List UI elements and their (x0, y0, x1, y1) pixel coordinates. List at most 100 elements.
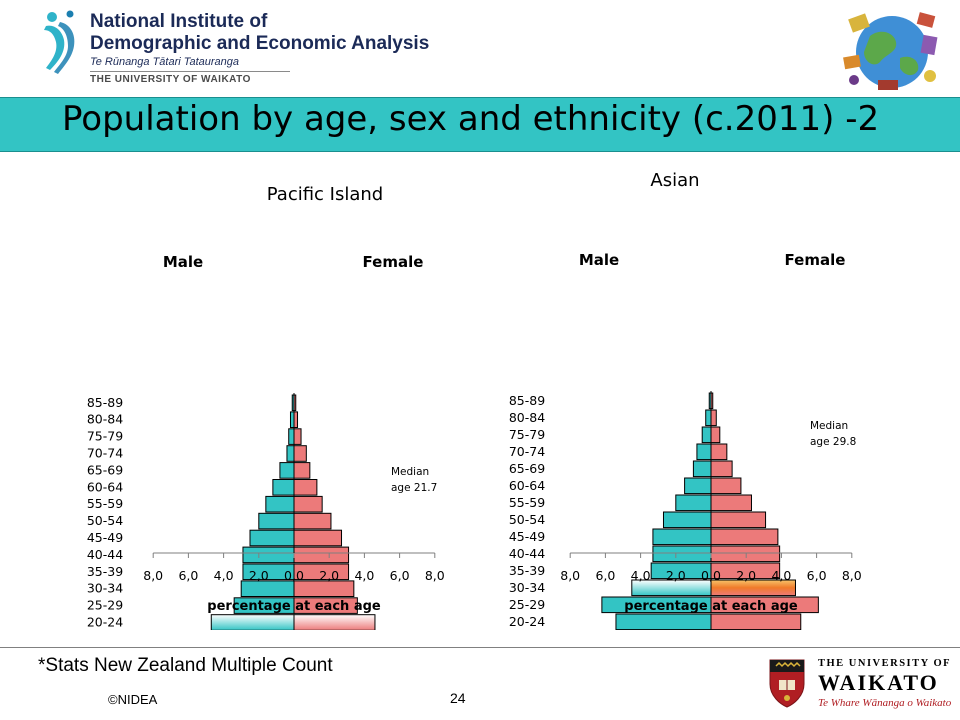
x-tick-label: 6,0 (390, 568, 410, 583)
female-bar-20-24 (710, 613, 802, 630)
male-bar-65-69 (692, 460, 712, 478)
age-label-85-89: 85-89 (87, 395, 123, 410)
age-label-35-39: 35-39 (509, 563, 545, 578)
chart-title: Asian (650, 170, 699, 191)
nidea-logo: National Institute of Demographic and Ec… (40, 8, 429, 86)
male-side-label: Male (163, 253, 203, 271)
x-tick-label: 8,0 (842, 568, 862, 583)
male-bar-40-44 (652, 545, 712, 563)
x-tick-label: 2,0 (736, 568, 756, 583)
median-annotation-line-1: Median (391, 466, 429, 478)
age-label-55-59: 55-59 (509, 495, 545, 510)
age-label-70-74: 70-74 (509, 444, 545, 459)
age-label-25-29: 25-29 (509, 597, 545, 612)
female-bar-55-59 (293, 495, 323, 513)
median-annotation-line-1: Median (810, 420, 848, 432)
median-annotation-line-2: age 21.7 (391, 482, 437, 494)
female-bar-80-84 (710, 409, 717, 427)
male-bar-20-24 (210, 614, 295, 630)
female-bar-75-79 (293, 428, 302, 445)
x-tick-label: 2,0 (319, 568, 339, 583)
male-bar-50-54 (258, 512, 295, 530)
female-bar-55-59 (710, 494, 752, 512)
footer-divider (0, 647, 960, 648)
x-tick-label: 0,0 (284, 568, 304, 583)
male-bar-75-79 (701, 426, 712, 444)
female-bar-65-69 (710, 460, 733, 478)
male-bar-60-64 (684, 477, 712, 495)
male-bar-70-74 (286, 445, 295, 462)
nidea-logo-maori-name: Te Rūnanga Tātari Tatauranga (90, 56, 240, 68)
female-bar-45-49 (293, 529, 343, 547)
female-bar-70-74 (710, 443, 728, 461)
title-band (0, 97, 960, 152)
page-title: Population by age, sex and ethnicity (c.… (62, 99, 880, 139)
x-tick-label: 6,0 (178, 568, 198, 583)
female-bar-50-54 (710, 511, 767, 529)
nidea-figure-icon (44, 10, 75, 74)
chart-title: Pacific Island (267, 184, 383, 205)
female-bar-60-64 (293, 479, 318, 496)
x-tick-label: 4,0 (214, 568, 234, 583)
female-bar-20-24 (293, 614, 376, 630)
pyramid-0: Pacific IslandMaleFemale0-45-910-1415-19… (87, 184, 445, 630)
age-label-60-64: 60-64 (509, 478, 545, 493)
nidea-logo-divider (90, 71, 290, 72)
x-tick-label: 4,0 (631, 568, 651, 583)
x-tick-label: 0,0 (701, 568, 721, 583)
age-label-75-79: 75-79 (87, 429, 123, 444)
female-bar-30-34 (710, 579, 796, 597)
x-tick-label: 2,0 (249, 568, 269, 583)
waikato-logo: THE UNIVERSITY OF WAIKATO Te Whare Wānan… (768, 656, 952, 712)
x-tick-label: 8,0 (425, 568, 445, 583)
male-side-label: Male (579, 251, 619, 269)
age-label-65-69: 65-69 (509, 461, 545, 476)
female-bar-60-64 (710, 477, 742, 495)
male-bar-65-69 (279, 462, 295, 479)
male-bar-55-59 (265, 495, 295, 513)
age-label-25-29: 25-29 (87, 598, 123, 613)
female-bar-80-84 (293, 411, 299, 428)
pyramid-1: AsianMaleFemale0-45-910-1415-1920-2425-2… (509, 170, 862, 630)
globe-collage-image (843, 12, 938, 90)
age-label-50-54: 50-54 (87, 513, 123, 528)
university-crest-icon (769, 659, 805, 708)
age-label-50-54: 50-54 (509, 512, 545, 527)
nidea-logo-line-1: National Institute of (90, 11, 268, 32)
age-label-65-69: 65-69 (87, 462, 123, 477)
age-label-80-84: 80-84 (87, 412, 123, 427)
female-bar-25-29 (710, 596, 819, 614)
female-bar-40-44 (710, 545, 781, 563)
female-bar-25-29 (293, 597, 358, 614)
median-annotation-line-2: age 29.8 (810, 436, 856, 448)
female-bar-75-79 (710, 426, 721, 444)
source-footnote: *Stats New Zealand Multiple Count (38, 655, 333, 676)
age-label-45-49: 45-49 (509, 529, 545, 544)
waikato-logo-line-2: WAIKATO (818, 670, 939, 695)
age-label-75-79: 75-79 (509, 427, 545, 442)
x-tick-label: 4,0 (354, 568, 374, 583)
male-bar-50-54 (662, 511, 712, 529)
age-label-55-59: 55-59 (87, 496, 123, 511)
population-pyramids: Pacific IslandMaleFemale0-45-910-1415-19… (87, 170, 862, 630)
page-number: 24 (450, 690, 466, 706)
age-label-20-24: 20-24 (509, 614, 545, 629)
x-tick-label: 8,0 (143, 568, 163, 583)
age-label-30-34: 30-34 (87, 581, 123, 596)
female-bar-45-49 (710, 528, 779, 546)
waikato-logo-line-1: THE UNIVERSITY OF (818, 658, 952, 669)
male-bar-70-74 (696, 443, 712, 461)
age-label-80-84: 80-84 (509, 410, 545, 425)
age-label-70-74: 70-74 (87, 446, 123, 461)
age-label-30-34: 30-34 (509, 580, 545, 595)
female-bar-40-44 (293, 546, 350, 564)
male-bar-55-59 (675, 494, 712, 512)
nidea-logo-line-2: Demographic and Economic Analysis (90, 33, 430, 54)
female-bar-35-39 (293, 563, 350, 581)
x-axis-label: percentage at each age (207, 599, 381, 614)
age-label-35-39: 35-39 (87, 564, 123, 579)
x-tick-label: 4,0 (771, 568, 791, 583)
age-label-85-89: 85-89 (509, 393, 545, 408)
x-tick-label: 2,0 (666, 568, 686, 583)
female-bar-35-39 (710, 562, 781, 580)
